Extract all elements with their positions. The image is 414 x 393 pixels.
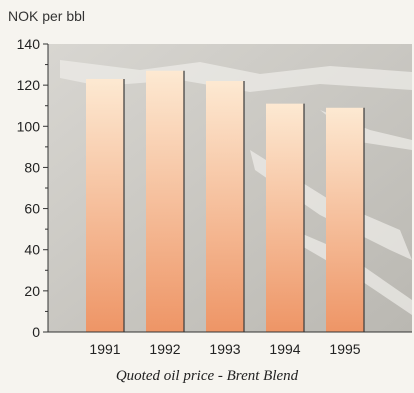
y-tick-label-100: 100 (17, 118, 41, 134)
bar-1991 (86, 78, 124, 332)
x-tick-label-1993: 1993 (209, 341, 240, 357)
bar-1995 (326, 107, 364, 333)
x-tick-label-1991: 1991 (89, 341, 120, 357)
bar-1993 (206, 81, 244, 333)
y-tick-label-0: 0 (32, 324, 40, 340)
background-streak (60, 60, 412, 92)
chart-caption: Quoted oil price - Brent Blend (115, 368, 299, 384)
y-tick-label-140: 140 (17, 36, 41, 52)
x-tick-label-1995: 1995 (329, 341, 360, 357)
bar-1994 (266, 103, 304, 333)
bar-1992 (146, 70, 184, 332)
bar-chart: 1991 1992 1993 1994 1995 0 20 40 60 80 100 120 140 (17, 36, 412, 357)
y-axis-label: NOK per bbl (8, 8, 86, 24)
y-tick-label-60: 60 (24, 201, 40, 217)
x-tick-label-1992: 1992 (149, 341, 180, 357)
y-tick-label-40: 40 (24, 242, 40, 258)
x-tick-label-1994: 1994 (269, 341, 300, 357)
y-tick-label-20: 20 (24, 283, 40, 299)
y-tick-label-80: 80 (24, 159, 40, 175)
y-tick-label-120: 120 (17, 77, 41, 93)
